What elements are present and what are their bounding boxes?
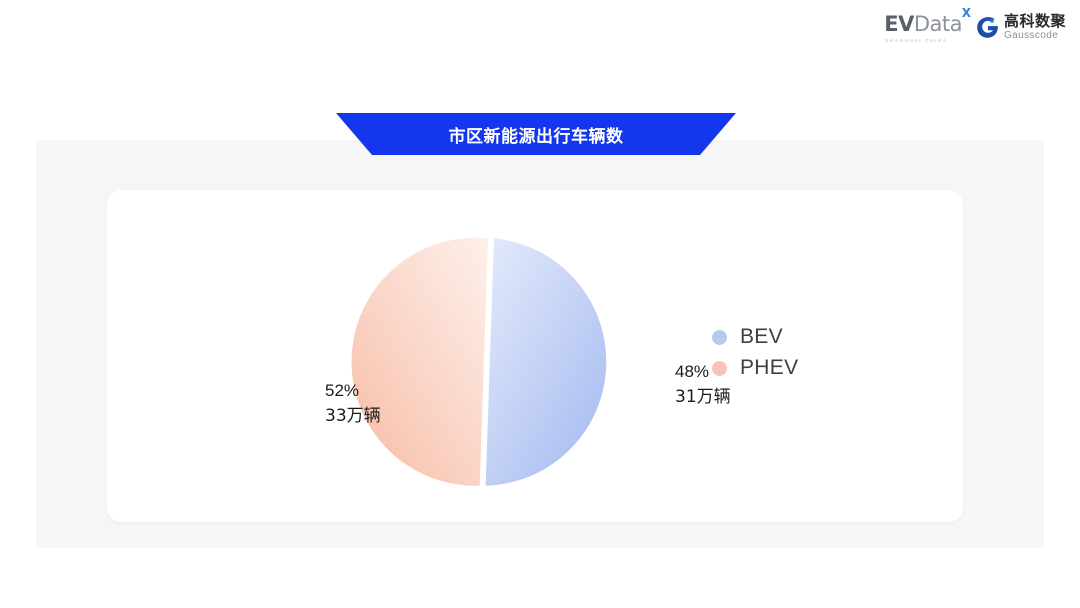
legend-dot-phev-icon bbox=[712, 360, 727, 376]
legend-label-bev: BEV bbox=[740, 325, 783, 348]
pie-chart-svg bbox=[351, 237, 607, 486]
pie-label-bev: 48% 31万辆 bbox=[675, 360, 731, 409]
pie-label-phev: 52% 33万辆 bbox=[325, 379, 381, 428]
evdata-logo: EV Data X SHANGHAI CHINA bbox=[884, 7, 971, 43]
evdata-primary-text: EV bbox=[884, 12, 914, 36]
gausscode-logo: 高科数聚 Gausscode bbox=[976, 14, 1066, 41]
pie-label-bev-count: 31万辆 bbox=[675, 386, 731, 407]
evdata-superscript-x: X bbox=[961, 6, 971, 20]
gausscode-chinese-name: 高科数聚 bbox=[1003, 12, 1066, 30]
legend-dot-bev-icon bbox=[712, 329, 727, 345]
pie-chart: 52% 33万辆 48% 31万辆 bbox=[257, 232, 777, 492]
page-title: 市区新能源出行车辆数 bbox=[448, 126, 624, 147]
pie-slice-bev[interactable] bbox=[485, 238, 607, 486]
pie-label-phev-count: 33万辆 bbox=[325, 405, 381, 426]
gausscode-wordmark: 高科数聚 Gausscode bbox=[1004, 14, 1066, 41]
legend-item-phev[interactable]: PHEV bbox=[712, 356, 798, 380]
pie-slice-phev[interactable] bbox=[351, 237, 488, 486]
evdata-secondary-text: Data bbox=[913, 12, 963, 36]
chart-title-banner: 市区新能源出行车辆数 bbox=[336, 113, 736, 155]
evdata-wordmark: EV Data X bbox=[884, 7, 971, 36]
pie-label-bev-percent: 48% bbox=[675, 362, 710, 381]
legend-item-bev[interactable]: BEV bbox=[712, 325, 798, 349]
evdata-subtitle: SHANGHAI CHINA bbox=[885, 38, 948, 43]
legend-label-phev: PHEV bbox=[740, 356, 799, 379]
header-logo-group: EV Data X SHANGHAI CHINA 高科数聚 Gausscode bbox=[884, 7, 1066, 43]
pie-label-phev-percent: 52% bbox=[325, 381, 360, 400]
chart-legend: BEV PHEV bbox=[712, 325, 798, 380]
chart-card: 52% 33万辆 48% 31万辆 BEV PHEV bbox=[107, 190, 963, 522]
gausscode-emblem-icon bbox=[977, 17, 998, 38]
gausscode-english-name: Gausscode bbox=[1003, 30, 1059, 41]
